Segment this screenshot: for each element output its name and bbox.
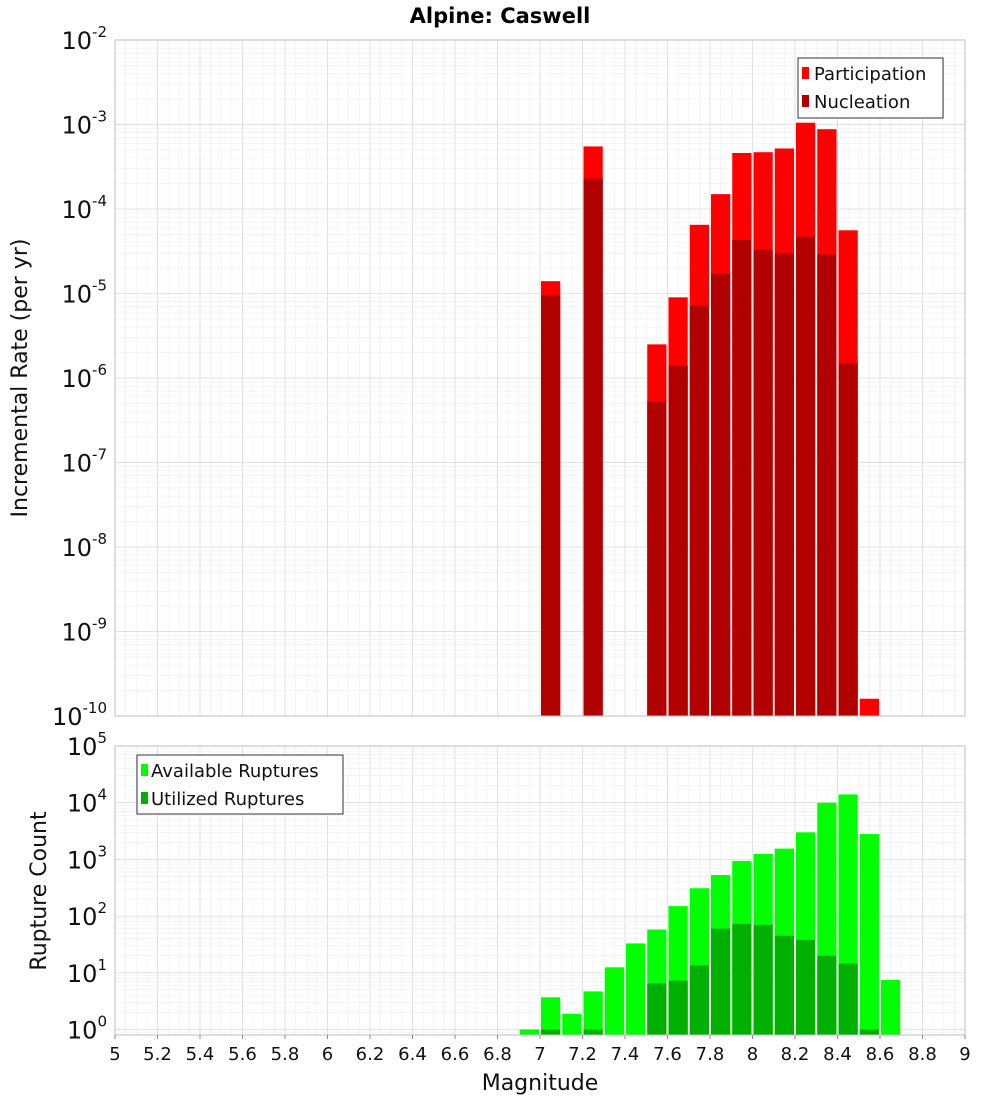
utilized-bar — [753, 924, 773, 1035]
utilized-bar — [817, 955, 837, 1035]
legend-participation-label: Participation — [814, 64, 926, 85]
count-legend: Available Ruptures Utilized Ruptures — [136, 754, 344, 815]
x-tick-label: 5 — [109, 1044, 120, 1065]
count-y-tick-label: 105 — [67, 729, 107, 761]
utilized-bar — [711, 928, 731, 1035]
count-y-tick-label: 103 — [67, 842, 107, 874]
nucleation-bar — [753, 249, 773, 716]
legend-nucleation-label: Nucleation — [814, 92, 910, 113]
x-tick-label: 6.8 — [483, 1044, 512, 1065]
chart-title: Alpine: Caswell — [410, 4, 591, 28]
x-tick-label: 5.8 — [271, 1044, 300, 1065]
rate-legend: Participation Nucleation — [797, 57, 944, 119]
x-tick-label: 9 — [959, 1044, 970, 1065]
rate-y-tick-label: 10-9 — [61, 615, 107, 647]
count-legend-box — [136, 754, 344, 815]
rate-y-tick-label: 10-3 — [61, 108, 107, 140]
nucleation-bar — [732, 239, 752, 716]
x-tick-label: 8.8 — [908, 1044, 937, 1065]
utilized-bar — [541, 1029, 561, 1035]
utilized-bar — [732, 923, 752, 1035]
rate-bars — [541, 122, 879, 717]
rate-legend-box — [797, 57, 944, 119]
available-bar — [541, 997, 561, 1035]
nucleation-bar — [711, 274, 731, 716]
count-x-ticks: 5 5.2 5.4 5.6 5.8 6 6.2 6.4 6.6 6.8 7 7.2 7.4 7.6 7.8 8… — [109, 1035, 971, 1065]
x-tick-label: 7.4 — [611, 1044, 640, 1065]
x-tick-label: 8 — [747, 1044, 758, 1065]
available-bar — [626, 943, 646, 1035]
legend-nucleation-swatch — [802, 95, 809, 107]
x-tick-label: 6.2 — [356, 1044, 385, 1065]
participation-bar — [859, 698, 879, 716]
available-bar — [519, 1029, 539, 1035]
rate-y-axis-label: Incremental Rate (per yr) — [8, 239, 33, 518]
x-tick-label: 8.2 — [781, 1044, 810, 1065]
x-tick-label: 6 — [322, 1044, 333, 1065]
utilized-bar — [796, 939, 816, 1035]
available-bar — [562, 1013, 582, 1035]
legend-participation-swatch — [802, 67, 809, 79]
rate-plot-frame — [114, 39, 966, 717]
count-y-tick-label: 100 — [67, 1013, 107, 1045]
available-bar — [604, 967, 624, 1035]
x-tick-label: 6.6 — [441, 1044, 470, 1065]
x-tick-label: 8.4 — [823, 1044, 852, 1065]
count-y-tick-label: 104 — [67, 786, 107, 818]
count-y-tick-label: 101 — [67, 956, 107, 988]
nucleation-bar — [796, 236, 816, 716]
available-bar — [859, 834, 879, 1035]
rate-y-tick-label: 10-6 — [61, 361, 107, 393]
x-tick-label: 7.2 — [568, 1044, 597, 1065]
nucleation-bar — [689, 305, 709, 716]
utilized-bar — [668, 980, 688, 1035]
rate-grid — [114, 39, 966, 717]
x-tick-label: 7 — [534, 1044, 545, 1065]
count-bars — [519, 794, 901, 1035]
x-tick-label: 5.2 — [143, 1044, 172, 1065]
utilized-bar — [774, 935, 794, 1035]
count-y-ticks: 100 101 102 103 104 105 — [67, 729, 107, 1045]
x-tick-label: 5.6 — [228, 1044, 257, 1065]
utilized-bar — [859, 1029, 879, 1035]
nucleation-bar — [774, 253, 794, 716]
rate-y-tick-label: 10-4 — [61, 192, 107, 224]
nucleation-bar — [817, 254, 837, 716]
nucleation-bar — [668, 365, 688, 716]
nucleation-bar — [838, 363, 858, 716]
count-y-tick-label: 102 — [67, 899, 107, 931]
utilized-bar — [647, 983, 667, 1035]
x-tick-label: 6.4 — [398, 1044, 427, 1065]
nucleation-bar — [541, 295, 561, 716]
rate-y-tick-label: 10-8 — [61, 530, 107, 562]
utilized-bar — [838, 963, 858, 1035]
x-tick-label: 8.6 — [866, 1044, 895, 1065]
count-y-axis-label: Rupture Count — [27, 811, 52, 971]
available-bar — [583, 991, 603, 1035]
count-panel: 100 101 102 103 104 105 5 5.2 5.4 5.6 5.8 6 6.2 6.4 6… — [27, 729, 971, 1096]
nucleation-bar — [583, 178, 603, 717]
x-tick-label: 5.4 — [186, 1044, 215, 1065]
rate-panel: 10-10 10-9 10-8 10-7 10-6 10-5 10-4 10-3 10-2 In… — [8, 23, 966, 731]
rate-y-tick-label: 10-10 — [52, 699, 107, 731]
x-axis-label: Magnitude — [482, 1071, 599, 1096]
rate-y-tick-label: 10-5 — [61, 277, 107, 309]
legend-utilized-swatch — [141, 792, 148, 804]
nucleation-bar — [647, 401, 667, 716]
legend-available-label: Available Ruptures — [151, 761, 319, 782]
utilized-bar — [583, 1029, 603, 1035]
available-bar — [881, 979, 901, 1035]
rate-y-tick-label: 10-2 — [61, 23, 107, 55]
rate-y-ticks: 10-10 10-9 10-8 10-7 10-6 10-5 10-4 10-3 10-2 — [52, 23, 107, 731]
legend-utilized-label: Utilized Ruptures — [151, 789, 304, 810]
utilized-bar — [689, 965, 709, 1035]
x-tick-label: 7.8 — [696, 1044, 725, 1065]
rate-y-tick-label: 10-7 — [61, 446, 107, 478]
legend-available-swatch — [141, 764, 148, 776]
x-tick-label: 7.6 — [653, 1044, 682, 1065]
